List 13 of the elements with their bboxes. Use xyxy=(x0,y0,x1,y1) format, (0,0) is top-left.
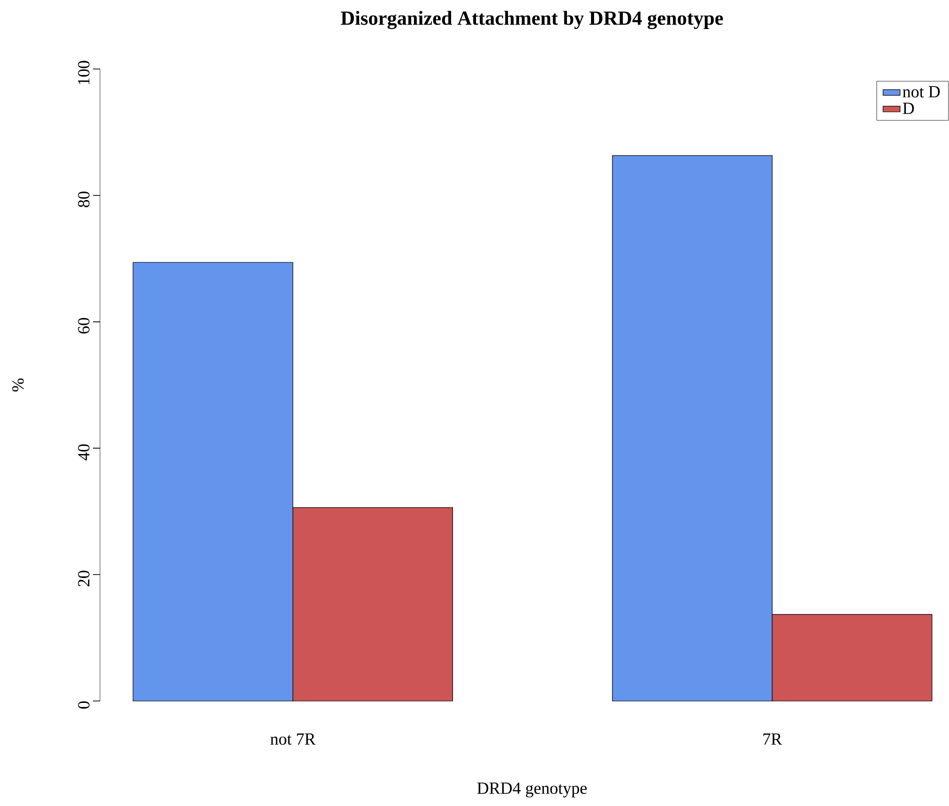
x-tick-label: 7R xyxy=(763,734,782,745)
y-tick-label: 0 xyxy=(78,701,90,709)
y-tick-label: 80 xyxy=(78,192,90,208)
chart-title: Disorganized Attachment by DRD4 genotype xyxy=(340,10,723,30)
legend-label: not D xyxy=(902,86,940,98)
x-axis-title: DRD4 genotype xyxy=(477,782,587,798)
y-tick-label: 40 xyxy=(78,444,90,460)
x-tick-label: not 7R xyxy=(270,734,316,745)
y-axis-title: % xyxy=(12,378,24,392)
y-tick-label: 60 xyxy=(78,318,90,334)
y-tick-label: 100 xyxy=(78,60,90,84)
legend-label: D xyxy=(902,102,914,114)
y-tick-label: 20 xyxy=(78,570,90,586)
